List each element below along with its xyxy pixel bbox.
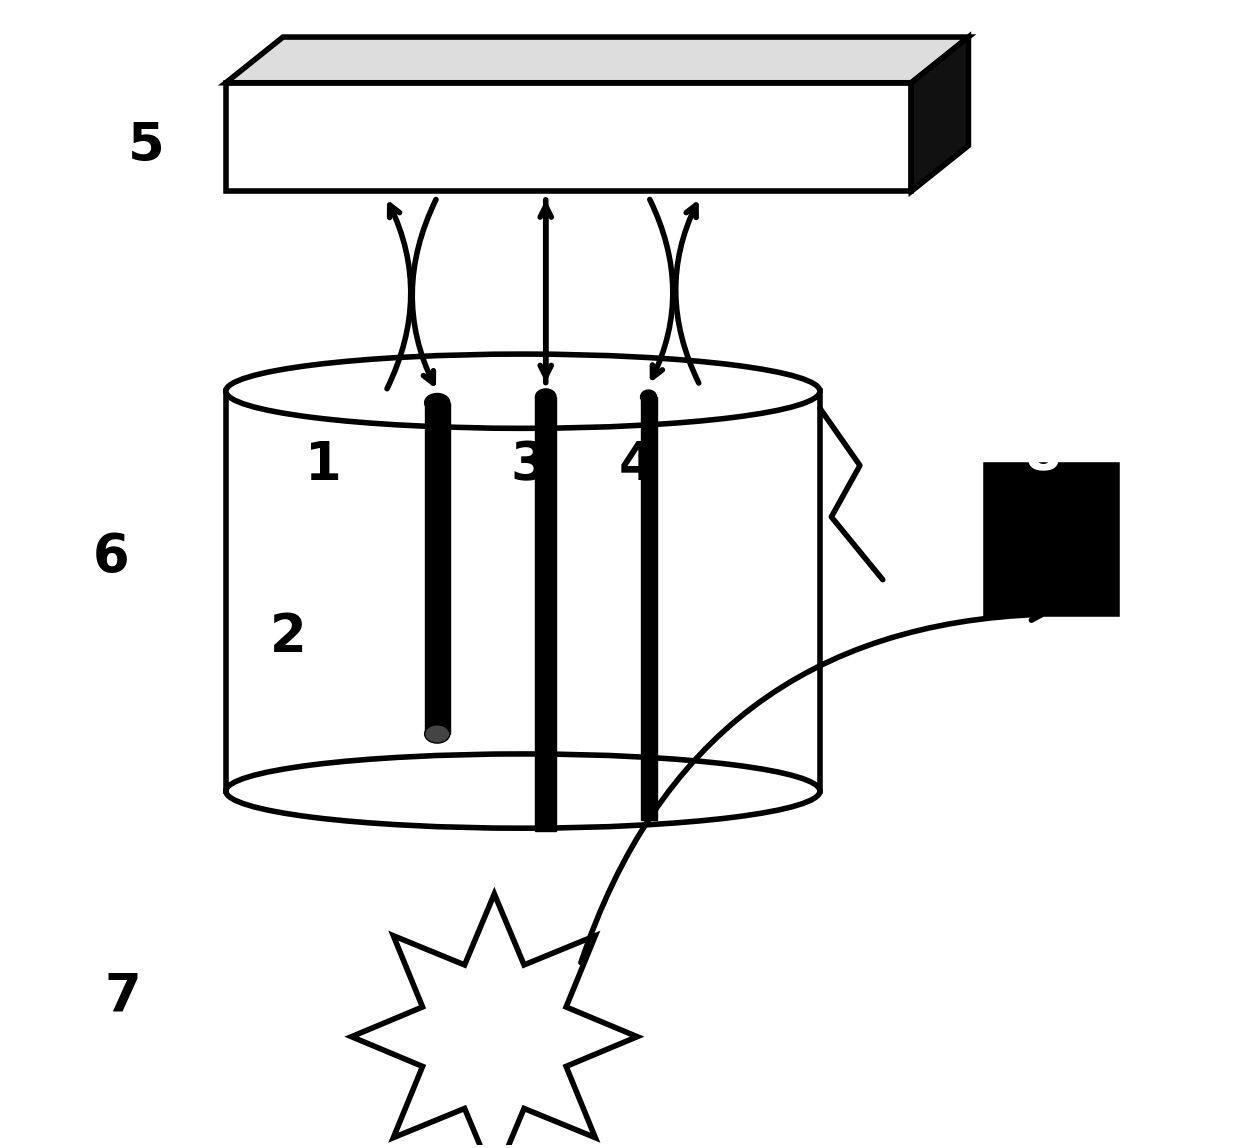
Text: 1: 1 [305,440,341,491]
Polygon shape [226,37,968,83]
FancyArrowPatch shape [580,610,1043,963]
Ellipse shape [226,754,820,828]
Text: 4: 4 [619,440,656,491]
Text: 5: 5 [128,119,164,171]
Polygon shape [911,37,968,192]
Ellipse shape [641,390,656,404]
Text: 2: 2 [270,611,308,662]
Polygon shape [986,465,1117,614]
FancyArrowPatch shape [412,200,436,383]
Polygon shape [226,391,820,791]
Polygon shape [641,397,656,820]
Text: 6: 6 [93,530,130,583]
FancyArrowPatch shape [676,205,699,383]
Ellipse shape [424,394,450,412]
Ellipse shape [424,724,450,743]
Ellipse shape [226,354,820,428]
Polygon shape [424,403,450,734]
Text: 3: 3 [510,440,547,491]
Text: 7: 7 [104,971,141,1023]
FancyArrowPatch shape [387,205,410,389]
Ellipse shape [536,389,556,405]
Polygon shape [351,894,637,1148]
Text: 8: 8 [1024,428,1061,480]
Polygon shape [536,397,556,831]
FancyArrowPatch shape [650,200,673,378]
FancyArrowPatch shape [541,205,552,382]
Polygon shape [226,83,911,192]
FancyArrowPatch shape [541,200,552,377]
